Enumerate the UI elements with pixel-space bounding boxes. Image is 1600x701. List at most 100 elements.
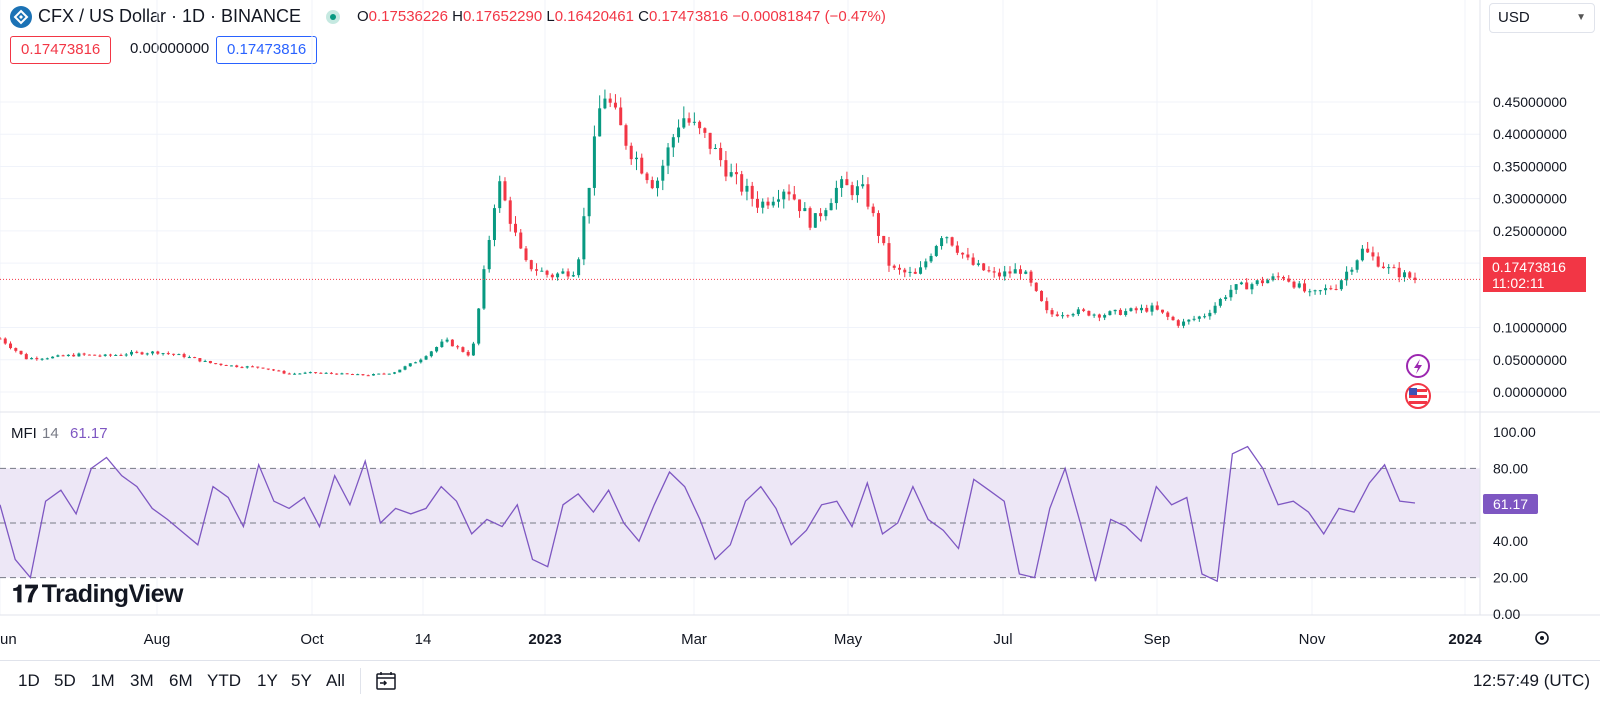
candle-body	[771, 201, 775, 206]
utc-clock[interactable]: 12:57:49 (UTC)	[1472, 671, 1590, 690]
range-button-1y[interactable]: 1Y	[257, 671, 278, 690]
candle-body	[1092, 314, 1096, 316]
currency-select[interactable]: USD ▼	[1489, 3, 1595, 33]
candle-body	[1329, 288, 1333, 290]
candle-body	[235, 365, 239, 368]
candle-body	[919, 267, 923, 274]
candle-body	[45, 358, 49, 360]
range-button-all[interactable]: All	[326, 671, 345, 690]
candle-body	[66, 354, 70, 357]
price-axis[interactable]: 0.45000000 0.40000000 0.35000000 0.30000000…	[1493, 94, 1567, 400]
candle-body	[1061, 315, 1065, 317]
mfi-tick: 20.00	[1493, 570, 1528, 586]
time-axis[interactable]: un Aug Oct 14 2023 Mar May Jul Sep Nov 2024	[0, 631, 1482, 648]
candle-body	[671, 137, 675, 148]
candle-body	[1145, 307, 1149, 312]
calendar-goto-icon[interactable]	[374, 669, 398, 698]
candle-body	[813, 213, 817, 228]
candle-body	[19, 350, 23, 355]
candle-body	[1350, 269, 1354, 272]
candle-body	[1139, 307, 1143, 311]
candle-body	[224, 364, 228, 366]
candle-body	[692, 121, 696, 123]
indicator-name[interactable]: MFI	[11, 425, 37, 442]
mfi-value-tag-label: 61.17	[1493, 496, 1528, 512]
gear-icon[interactable]	[1535, 631, 1549, 645]
candle-body	[703, 128, 707, 133]
candle-body	[293, 373, 297, 375]
candle-body	[971, 257, 975, 265]
candle-body	[840, 179, 844, 188]
candle-body	[1260, 280, 1264, 284]
candle-body	[166, 353, 170, 355]
market-status-icon[interactable]	[326, 10, 340, 24]
candle-body	[314, 372, 318, 374]
candle-body	[240, 367, 244, 369]
mfi-tick: 40.00	[1493, 533, 1528, 549]
range-button-3m[interactable]: 3M	[130, 671, 154, 690]
high-value: 0.17652290	[462, 8, 543, 25]
candle-body	[371, 374, 375, 376]
candle-body	[487, 239, 491, 270]
close-label: C	[638, 8, 649, 25]
us-flag-event-icon[interactable]	[1405, 383, 1431, 409]
candle-body	[913, 271, 917, 274]
candle-body	[466, 351, 470, 356]
currency-value: USD	[1498, 9, 1530, 26]
symbol-title[interactable]: CFX / US Dollar · 1D · BINANCE	[38, 6, 302, 26]
candle-body	[1218, 299, 1222, 306]
lightning-event-icon[interactable]	[1406, 354, 1430, 378]
chart-area[interactable]: 0.45000000 0.40000000 0.35000000 0.30000000…	[0, 0, 1600, 660]
tradingview-mark-icon: 𝟏𝟕	[12, 581, 38, 608]
price-tick: 0.25000000	[1493, 223, 1567, 239]
candle-body	[1087, 310, 1091, 316]
candle-body	[393, 372, 397, 374]
range-button-1d[interactable]: 1D	[18, 671, 40, 690]
range-button-5d[interactable]: 5D	[54, 671, 76, 690]
candle-body	[298, 373, 302, 375]
candle-body	[256, 366, 260, 368]
candle-body	[1082, 309, 1086, 311]
candle-body	[72, 354, 76, 357]
range-button-6m[interactable]: 6M	[169, 671, 193, 690]
candle-body	[282, 370, 286, 374]
candle-body	[1224, 297, 1228, 300]
indicator-length: 14	[42, 425, 59, 442]
indicator-value: 61.17	[70, 425, 108, 442]
candle-body	[629, 145, 633, 160]
candle-body	[1303, 283, 1307, 292]
open-label: O	[357, 8, 369, 25]
candle-body	[997, 272, 1001, 277]
candle-body	[661, 165, 665, 181]
candle-body	[824, 210, 828, 217]
candle-body	[9, 343, 13, 349]
candle-body	[613, 102, 617, 108]
candle-body	[1339, 280, 1343, 290]
candle-body	[682, 118, 686, 128]
candle-body	[198, 358, 202, 362]
candle-body	[1113, 309, 1117, 312]
candle-body	[603, 98, 607, 109]
candle-body	[1124, 311, 1128, 315]
candle-body	[598, 108, 602, 137]
candle-body	[461, 347, 465, 352]
mfi-axis[interactable]: 100.00 80.00 40.00 20.00 0.00	[1493, 424, 1536, 622]
candle-body	[482, 269, 486, 309]
bid-box[interactable]: 0.17473816	[10, 36, 112, 64]
range-button-ytd[interactable]: YTD	[207, 671, 241, 690]
time-tick: un	[0, 631, 17, 648]
spread-value: 0.00000000	[130, 40, 210, 57]
candle-body	[145, 353, 149, 355]
range-button-1m[interactable]: 1M	[91, 671, 115, 690]
range-button-5y[interactable]: 5Y	[291, 671, 312, 690]
candle-body	[1134, 308, 1138, 311]
candle-body	[656, 180, 660, 189]
candle-body	[529, 260, 533, 270]
time-tick: May	[834, 631, 863, 648]
candle-body	[0, 338, 2, 340]
tradingview-logo[interactable]: 𝟏𝟕 TradingView	[12, 580, 184, 609]
candle-body	[966, 254, 970, 258]
ask-box[interactable]: 0.17473816	[216, 36, 318, 64]
open-value: 0.17536226	[368, 8, 448, 25]
candle-body	[592, 136, 596, 188]
